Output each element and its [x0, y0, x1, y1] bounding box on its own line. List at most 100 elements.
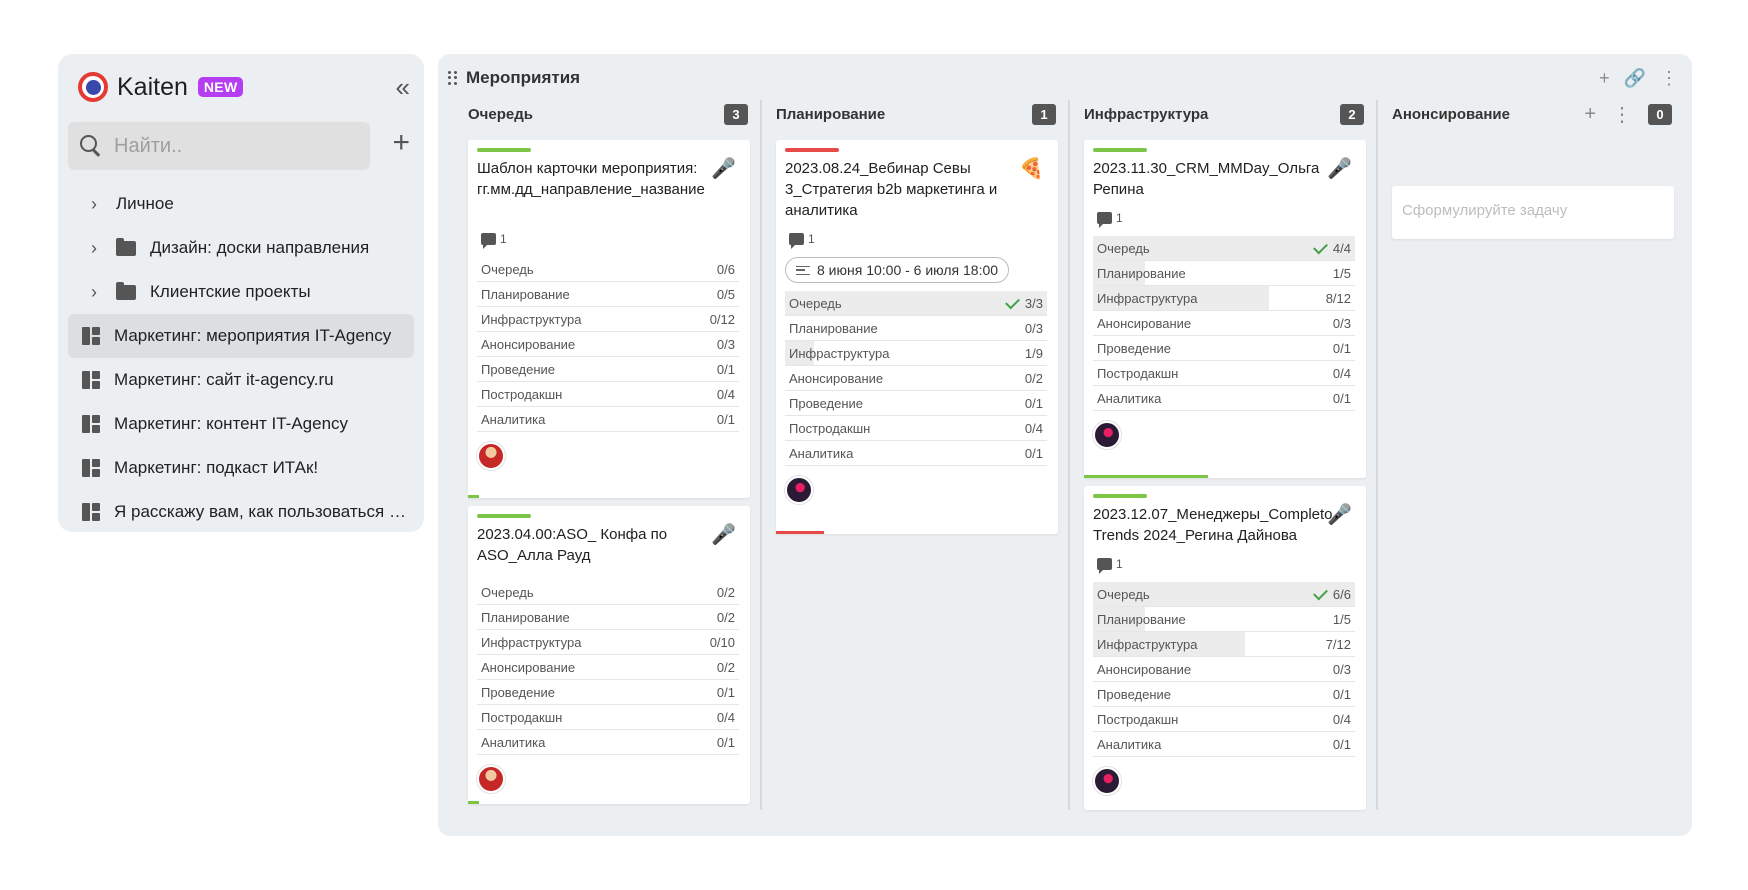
add-icon[interactable]: + — [1599, 68, 1610, 88]
checklist-row[interactable]: Очередь 6/6 — [1093, 582, 1355, 607]
checklist-row[interactable]: Постродакшн 0/4 — [1093, 707, 1355, 732]
sidebar-item-marketing-site[interactable]: Маркетинг: сайт it-agency.ru — [68, 358, 414, 402]
card-progress-bar — [1084, 475, 1209, 478]
column-menu-icon[interactable]: ⋮ — [1612, 103, 1632, 126]
checklist-value: 0/2 — [717, 585, 735, 600]
avatar[interactable] — [785, 476, 813, 504]
new-card-placeholder[interactable]: Сформулируйте задачу — [1392, 186, 1674, 239]
checklist-row[interactable]: Очередь 0/2 — [477, 580, 739, 605]
checklist-row[interactable]: Анонсирование 0/3 — [477, 332, 739, 357]
comment-icon — [789, 233, 804, 249]
checklist-row[interactable]: Постродакшн 0/4 — [1093, 361, 1355, 386]
checklist-row[interactable]: Планирование 0/3 — [785, 316, 1047, 341]
checklist-row[interactable]: Инфраструктура 1/9 — [785, 341, 1047, 366]
sidebar-item-label: Дизайн: доски направления — [150, 238, 370, 257]
checklist-row[interactable]: Постродакшн 0/4 — [785, 416, 1047, 441]
link-icon[interactable]: 🔗 — [1623, 68, 1646, 88]
comments-count[interactable]: 1 — [1097, 210, 1123, 228]
chevron-right-icon[interactable]: › — [91, 281, 97, 302]
checklist-row[interactable]: Аналитика 0/1 — [477, 730, 739, 755]
checklist-row[interactable]: Аналитика 0/1 — [785, 441, 1047, 466]
sidebar-item-kaiten-guide[interactable]: Я расскажу вам, как пользоваться Kaiten — [68, 490, 414, 534]
chevron-right-icon[interactable]: › — [91, 237, 97, 258]
avatar[interactable] — [1093, 421, 1121, 449]
card[interactable]: 2023.08.24_Вебинар Севы 3_Стратегия b2b … — [776, 140, 1058, 534]
checklist-count: 1/5 — [1332, 266, 1351, 281]
checklist-row[interactable]: Аналитика 0/1 — [1093, 732, 1355, 757]
search-icon — [80, 135, 102, 157]
comments-count[interactable]: 1 — [481, 231, 507, 249]
brand[interactable]: Kaiten NEW — [78, 70, 244, 104]
checklist-row[interactable]: Планирование 1/5 — [1093, 261, 1355, 286]
checklist-row[interactable]: Аналитика 0/1 — [1093, 386, 1355, 411]
card[interactable]: 2023.12.07_Менеджеры_Completo Trends 202… — [1084, 486, 1366, 810]
comments-count[interactable]: 1 — [789, 231, 815, 249]
checklist-row[interactable]: Планирование 1/5 — [1093, 607, 1355, 632]
board-icon — [82, 371, 100, 389]
comments-count-value: 1 — [500, 232, 507, 246]
comment-icon — [481, 233, 496, 249]
date-range-chip[interactable]: 8 июня 10:00 - 6 июля 18:00 — [785, 257, 1010, 283]
sidebar-item-client-projects[interactable]: › Клиентские проекты — [68, 270, 414, 314]
card[interactable]: 2023.11.30_CRM_MMDay_Ольга Репина 🎤 1 Очере… — [1084, 140, 1366, 478]
checklist-value: 1/9 — [1025, 346, 1043, 361]
add-space-button[interactable]: + — [392, 126, 410, 159]
checklist-name: Постродакшн — [481, 710, 563, 725]
avatar[interactable] — [477, 442, 505, 470]
board: Мероприятия + 🔗 ⋮ Очередь 3 Планирование… — [438, 54, 1692, 836]
add-card-icon[interactable]: + — [1584, 102, 1596, 125]
checklist-row[interactable]: Анонсирование 0/2 — [785, 366, 1047, 391]
sidebar-item-design-boards[interactable]: › Дизайн: доски направления — [68, 226, 414, 270]
checklist-row[interactable]: Инфраструктура 8/12 — [1093, 286, 1355, 311]
checklist-row[interactable]: Проведение 0/1 — [785, 391, 1047, 416]
card-title: 2023.04.00:ASO_ Конфа по ASO_Алла Рауд — [477, 526, 668, 564]
checklist-row[interactable]: Постродакшн 0/4 — [477, 382, 739, 407]
checklist-row[interactable]: Инфраструктура 0/10 — [477, 630, 739, 655]
column-planning: Планирование 1 — [746, 100, 1056, 128]
checklist-row[interactable]: Очередь 0/6 — [477, 257, 739, 282]
column-count-badge: 1 — [1032, 103, 1056, 125]
checklist-name: Аналитика — [481, 735, 546, 750]
checklist-row[interactable]: Анонсирование 0/3 — [1093, 311, 1355, 336]
checklist-row[interactable]: Анонсирование 0/2 — [477, 655, 739, 680]
comments-count[interactable]: 1 — [1097, 556, 1123, 574]
checklist-row[interactable]: Планирование 0/2 — [477, 605, 739, 630]
sidebar-item-marketing-podcast[interactable]: Маркетинг: подкаст ИТАк! — [68, 446, 414, 490]
checklist-row[interactable]: Анонсирование 0/3 — [1093, 657, 1355, 682]
checklist-count: 0/6 — [716, 262, 735, 277]
card[interactable]: 2023.04.00:ASO_ Конфа по ASO_Алла Рауд 🎤 О… — [468, 506, 750, 804]
collapse-sidebar-icon[interactable]: « — [395, 72, 410, 102]
checklist-row[interactable]: Инфраструктура 7/12 — [1093, 632, 1355, 657]
checklist-row[interactable]: Постродакшн 0/4 — [477, 705, 739, 730]
checklist-row[interactable]: Планирование 0/5 — [477, 282, 739, 307]
avatar[interactable] — [1093, 767, 1121, 795]
checklist-name: Аналитика — [1097, 737, 1162, 752]
checklist-row[interactable]: Проведение 0/1 — [1093, 336, 1355, 361]
sidebar-item-marketing-events[interactable]: Маркетинг: мероприятия IT-Agency — [68, 314, 414, 358]
checklist-count: 0/1 — [1024, 446, 1043, 461]
sidebar-item-marketing-content[interactable]: Маркетинг: контент IT-Agency — [68, 402, 414, 446]
sidebar-item-personal[interactable]: › Личное — [68, 182, 414, 226]
checklist-name: Анонсирование — [1097, 316, 1192, 331]
chevron-right-icon[interactable]: › — [91, 193, 97, 214]
drag-handle-icon[interactable] — [448, 71, 458, 85]
checklist-count: 0/1 — [1332, 687, 1351, 702]
checklist-row[interactable]: Очередь 3/3 — [785, 291, 1047, 316]
checklist-row[interactable]: Проведение 0/1 — [477, 680, 739, 705]
checklist-row[interactable]: Очередь 4/4 — [1093, 236, 1355, 261]
checklist-count: 0/3 — [1024, 321, 1043, 336]
card-type-icon: 🍕 — [1019, 158, 1044, 180]
search-input[interactable] — [114, 134, 354, 158]
sidebar-item-label: Маркетинг: сайт it-agency.ru — [114, 370, 334, 389]
more-icon[interactable]: ⋮ — [1660, 68, 1678, 88]
checklist-row[interactable]: Аналитика 0/1 — [477, 407, 739, 432]
checklist-row[interactable]: Проведение 0/1 — [477, 357, 739, 382]
avatar[interactable] — [477, 765, 505, 793]
checklist-row[interactable]: Проведение 0/1 — [1093, 682, 1355, 707]
checklist-count: 0/4 — [1332, 712, 1351, 727]
checklist-row[interactable]: Инфраструктура 0/12 — [477, 307, 739, 332]
checklist: Очередь 0/2 Планирование 0/2 Инфраструктура 0… — [477, 580, 739, 755]
checklist-value: 0/2 — [1025, 371, 1043, 386]
card[interactable]: Шаблон карточки мероприятия: гг.мм.дд_на… — [468, 140, 750, 498]
checklist-count: 0/1 — [1332, 737, 1351, 752]
